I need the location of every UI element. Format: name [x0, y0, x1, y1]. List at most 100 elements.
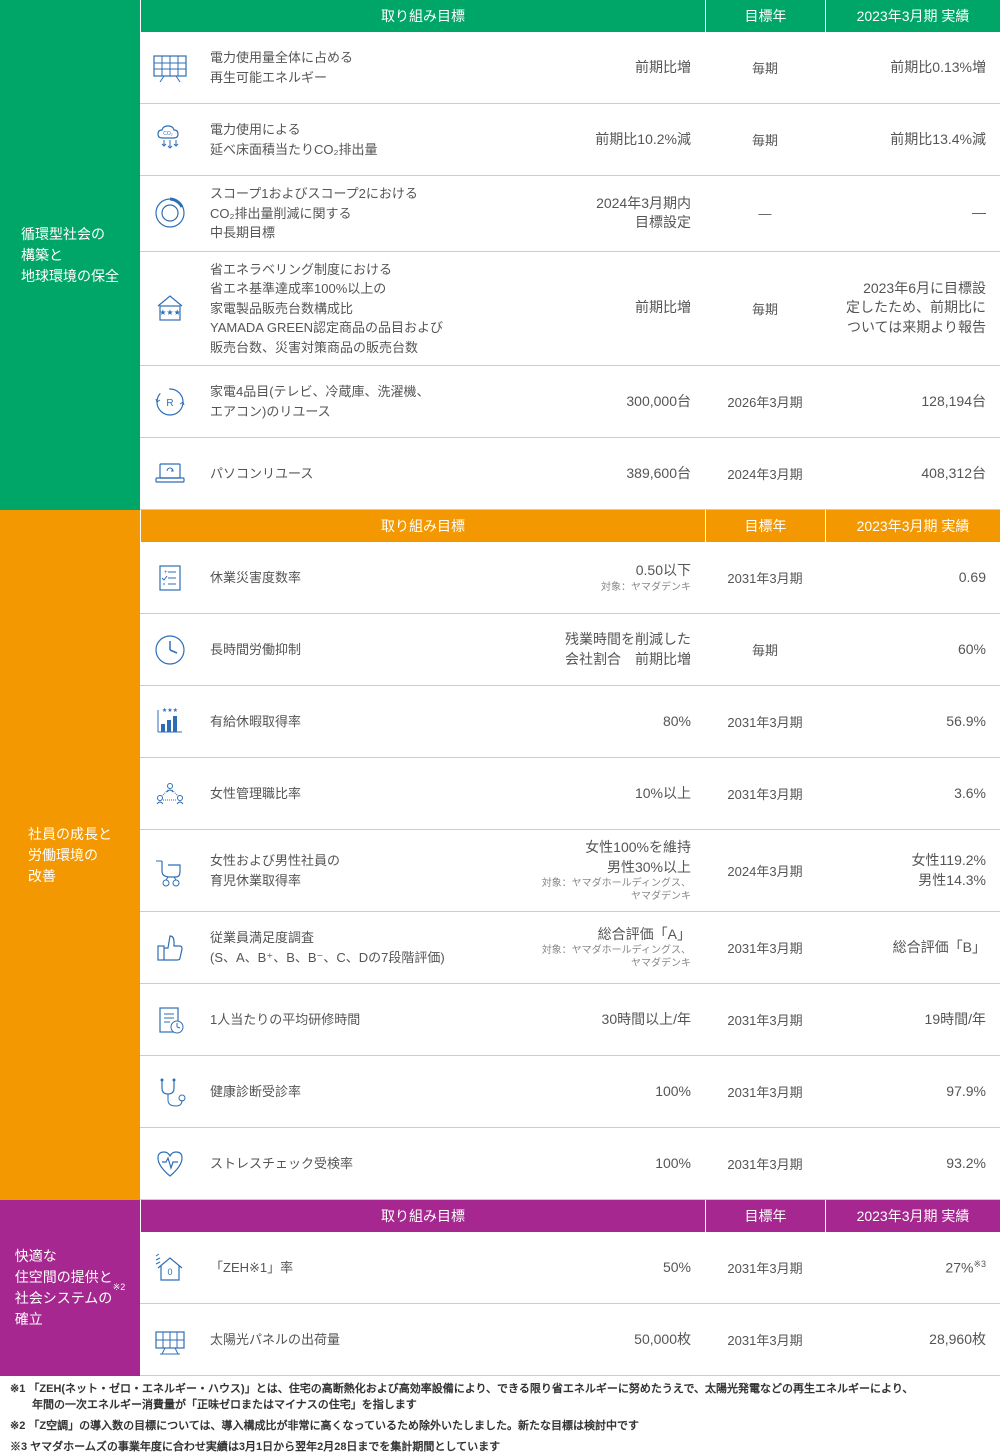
row-result: 2023年6月に目標設定したため、前期比については来期より報告 [825, 279, 1000, 338]
svg-text:+: + [164, 570, 168, 576]
row-year: — [705, 206, 825, 221]
table-header: 取り組み目標 目標年 2023年3月期 実績 [140, 510, 1000, 542]
row-target: 10%以上 [525, 784, 705, 804]
row-target: 30時間以上/年 [525, 1010, 705, 1030]
svg-text:R: R [166, 398, 173, 409]
clock-icon [140, 630, 200, 670]
row-target: 389,600台 [525, 464, 705, 484]
table-row: 健康診断受診率 100% 2031年3月期 97.9% [140, 1056, 1000, 1128]
section-env: 循環型社会の構築と地球環境の保全 取り組み目標 目標年 2023年3月期 実績 … [0, 0, 1000, 510]
header-year: 目標年 [705, 1200, 825, 1232]
row-result: 総合評価「B」 [825, 938, 1000, 958]
row-year: 2031年3月期 [705, 1082, 825, 1101]
solar-panel-icon [140, 48, 200, 88]
row-target: 残業時間を削減した会社割合 前期比増 [525, 630, 705, 669]
row-target: 前期比増 [525, 298, 705, 318]
row-target: 前期比10.2%減 [525, 130, 705, 150]
row-result: 28,960枚 [825, 1330, 1000, 1350]
header-target: 取り組み目標 [140, 510, 705, 542]
row-description: パソコンリユース [200, 464, 525, 484]
table-row: R 家電4品目(テレビ、冷蔵庫、洗濯機、エアコン)のリユース 300,000台 … [140, 366, 1000, 438]
row-description: 有給休暇取得率 [200, 712, 525, 732]
row-description: 太陽光パネルの出荷量 [200, 1330, 525, 1350]
header-result: 2023年3月期 実績 [825, 0, 1000, 32]
footnote: ※2 「Z空調」の導入数の目標については、導入構成比が非常に高くなっているため除… [0, 1413, 1000, 1434]
row-result: 93.2% [825, 1154, 1000, 1174]
co2-cloud-icon: CO₂ [140, 120, 200, 160]
row-result: 60% [825, 640, 1000, 660]
solar-panel2-icon [140, 1320, 200, 1360]
table-row: 女性および男性社員の育児休業取得率 女性100%を維持男性30%以上対象：ヤマダ… [140, 830, 1000, 912]
row-target: 100% [525, 1082, 705, 1102]
row-year: 2031年3月期 [705, 1154, 825, 1173]
row-year: 2024年3月期 [705, 464, 825, 483]
row-result: 前期比13.4%減 [825, 130, 1000, 150]
row-description: 健康診断受診率 [200, 1082, 525, 1102]
table-row: 1人当たりの平均研修時間 30時間以上/年 2031年3月期 19時間/年 [140, 984, 1000, 1056]
row-result: 女性119.2%男性14.3% [825, 851, 1000, 890]
table-row: ★★★ 有給休暇取得率 80% 2031年3月期 56.9% [140, 686, 1000, 758]
row-description: ストレスチェック受検率 [200, 1154, 525, 1174]
section-living: 快適な住空間の提供と社会システムの確立※2 取り組み目標 目標年 2023年3月… [0, 1200, 1000, 1376]
svg-text:★★★: ★★★ [159, 308, 181, 317]
row-result: 前期比0.13%増 [825, 58, 1000, 78]
table-row: CO₂ 電力使用による延べ床面積当たりCO₂排出量 前期比10.2%減 毎期 前… [140, 104, 1000, 176]
row-description: 電力使用量全体に占める再生可能エネルギー [200, 48, 525, 87]
header-year: 目標年 [705, 510, 825, 542]
stroller-icon [140, 851, 200, 891]
heart-pulse-icon [140, 1144, 200, 1184]
row-target: 0.50以下対象：ヤマダデンキ [525, 561, 705, 594]
row-year: 毎期 [705, 58, 825, 77]
row-target: 50,000枚 [525, 1330, 705, 1350]
row-description: 電力使用による延べ床面積当たりCO₂排出量 [200, 120, 525, 159]
row-result: 27%※3 [825, 1258, 1000, 1278]
footnote: ※3 ヤマダホームズの事業年度に合わせ実績は3月1日から翌年2月28日までを集計… [0, 1434, 1000, 1455]
row-result: 0.69 [825, 568, 1000, 588]
row-result: 56.9% [825, 712, 1000, 732]
bar-chart-icon: ★★★ [140, 702, 200, 742]
row-target: 50% [525, 1258, 705, 1278]
table-row: ストレスチェック受検率 100% 2031年3月期 93.2% [140, 1128, 1000, 1200]
header-year: 目標年 [705, 0, 825, 32]
donut-icon [140, 193, 200, 233]
header-result: 2023年3月期 実績 [825, 1200, 1000, 1232]
row-target: 前期比増 [525, 58, 705, 78]
row-year: 毎期 [705, 299, 825, 318]
svg-text:CO₂: CO₂ [163, 131, 173, 137]
row-description: 休業災害度数率 [200, 568, 525, 588]
people-network-icon [140, 774, 200, 814]
thumbs-up-icon [140, 928, 200, 968]
row-result: 408,312台 [825, 464, 1000, 484]
category-label: 快適な住空間の提供と社会システムの確立※2 [0, 1200, 140, 1376]
row-target: 100% [525, 1154, 705, 1174]
svg-text:0: 0 [167, 1267, 172, 1277]
table-header: 取り組み目標 目標年 2023年3月期 実績 [140, 1200, 1000, 1232]
stethoscope-icon [140, 1072, 200, 1112]
table-row: 従業員満足度調査(S、A、B⁺、B、B⁻、C、Dの7段階評価) 総合評価「A」対… [140, 912, 1000, 984]
row-description: 「ZEH※1」率 [200, 1258, 525, 1278]
row-result: — [825, 203, 1000, 223]
row-description: 長時間労働抑制 [200, 640, 525, 660]
row-result: 3.6% [825, 784, 1000, 804]
row-year: 2031年3月期 [705, 784, 825, 803]
row-description: 従業員満足度調査(S、A、B⁺、B、B⁻、C、Dの7段階評価) [200, 928, 525, 967]
row-description: 女性管理職比率 [200, 784, 525, 804]
row-year: 2031年3月期 [705, 1330, 825, 1349]
row-year: 2031年3月期 [705, 1010, 825, 1029]
row-year: 毎期 [705, 640, 825, 659]
category-label: 循環型社会の構築と地球環境の保全 [0, 0, 140, 510]
row-year: 2031年3月期 [705, 938, 825, 957]
row-year: 2031年3月期 [705, 568, 825, 587]
row-year: 2031年3月期 [705, 712, 825, 731]
recycle-r-icon: R [140, 382, 200, 422]
doc-clock-icon [140, 1000, 200, 1040]
laptop-recycle-icon [140, 454, 200, 494]
table-row: ★★★ 省エネラベリング制度における省エネ基準達成率100%以上の家電製品販売台… [140, 252, 1000, 367]
row-target: 2024年3月期内目標設定 [525, 194, 705, 233]
row-result: 128,194台 [825, 392, 1000, 412]
table-header: 取り組み目標 目標年 2023年3月期 実績 [140, 0, 1000, 32]
row-result: 97.9% [825, 1082, 1000, 1102]
row-description: 1人当たりの平均研修時間 [200, 1010, 525, 1030]
section-labor: 社員の成長と労働環境の改善 取り組み目標 目標年 2023年3月期 実績 + 休… [0, 510, 1000, 1200]
row-description: 省エネラベリング制度における省エネ基準達成率100%以上の家電製品販売台数構成比… [200, 260, 525, 358]
